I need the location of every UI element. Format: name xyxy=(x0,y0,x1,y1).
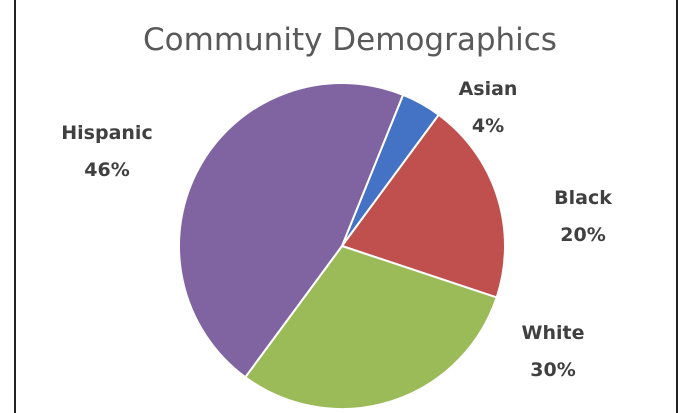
chart-title: Community Demographics xyxy=(143,22,557,58)
frame-left-border xyxy=(14,0,16,413)
pie-slices xyxy=(178,81,506,410)
slice-label-name: Black xyxy=(554,187,612,209)
slice-label-black: Black 20% xyxy=(554,187,612,246)
slice-label-name: Hispanic xyxy=(61,122,152,144)
slice-label-asian: Asian 4% xyxy=(459,78,518,137)
slice-label-name: Asian xyxy=(459,78,518,100)
slice-label-percent: 30% xyxy=(530,359,575,381)
slice-labels: Asian 4% Black 20% White 30% Hispanic 46% xyxy=(61,78,612,381)
slice-label-hispanic: Hispanic 46% xyxy=(61,122,152,181)
pie-slice-white xyxy=(243,244,498,410)
slice-label-percent: 20% xyxy=(560,224,605,246)
pie-slice-hispanic xyxy=(178,81,405,379)
slice-label-percent: 46% xyxy=(84,159,129,181)
slice-label-white: White 30% xyxy=(522,322,585,381)
slice-label-percent: 4% xyxy=(472,115,504,137)
frame-right-border xyxy=(676,0,678,413)
pie-slice-black xyxy=(340,113,506,299)
slice-label-name: White xyxy=(522,322,585,344)
